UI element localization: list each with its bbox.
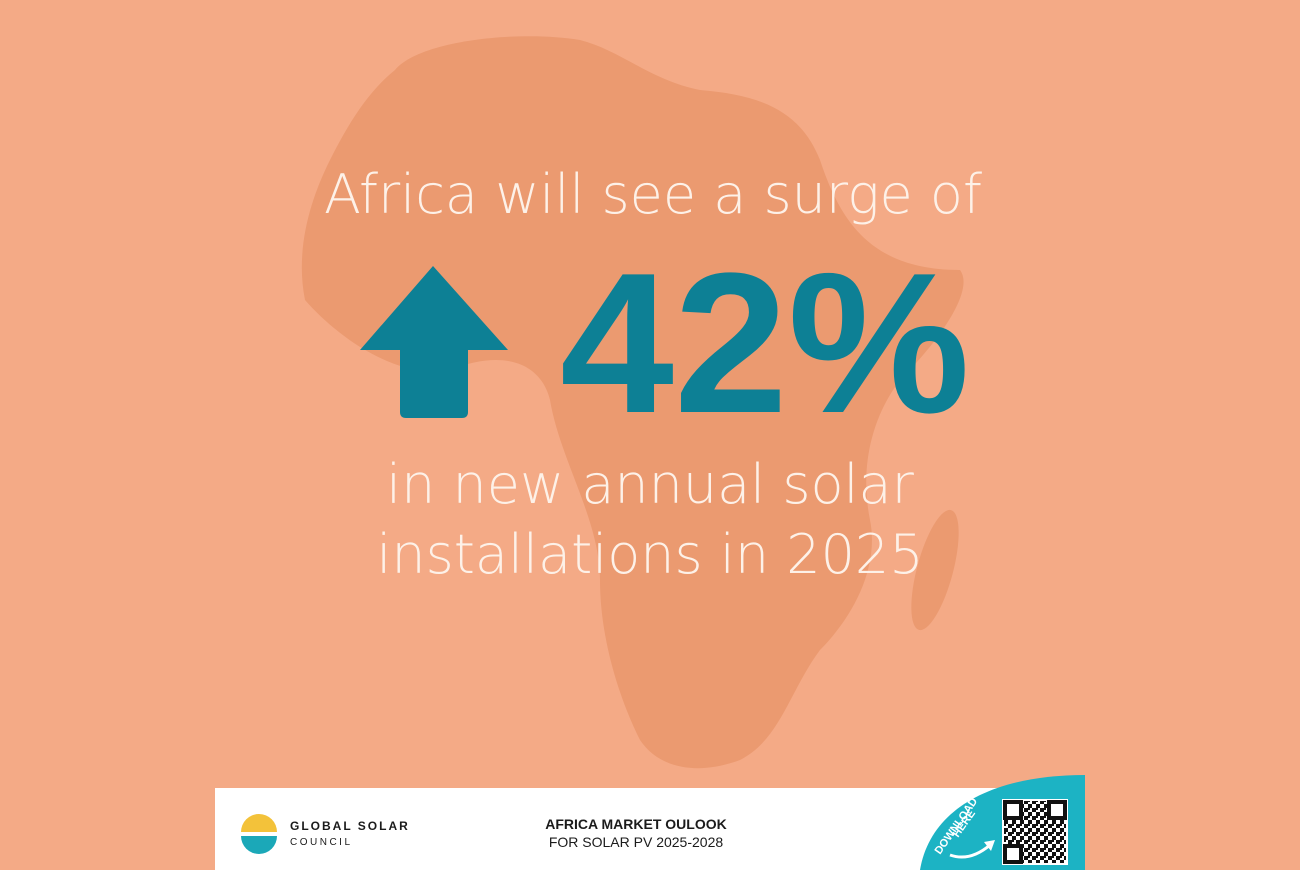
headline: Africa will see a surge of — [324, 163, 982, 226]
qr-finder — [1047, 800, 1067, 820]
madagascar — [911, 509, 959, 631]
cta-arrow-head — [984, 840, 995, 851]
logo-sub: COUNCIL — [290, 837, 353, 848]
qr-finder — [1003, 844, 1023, 864]
logo-sea — [241, 836, 277, 854]
up-arrow — [360, 266, 508, 418]
cta-arrow — [949, 843, 991, 859]
subline: installations in 2025 — [376, 523, 923, 586]
africa-map — [301, 36, 964, 769]
qr-finder — [1003, 800, 1023, 820]
logo-sun — [241, 814, 277, 832]
stat: 42% — [560, 232, 970, 455]
subline: in new annual solar — [386, 453, 914, 516]
report-subtitle: FOR SOLAR PV 2025-2028 — [549, 834, 724, 850]
logo-name: GLOBAL SOLAR — [290, 819, 410, 833]
report-title: AFRICA MARKET OULOOK — [545, 816, 726, 832]
